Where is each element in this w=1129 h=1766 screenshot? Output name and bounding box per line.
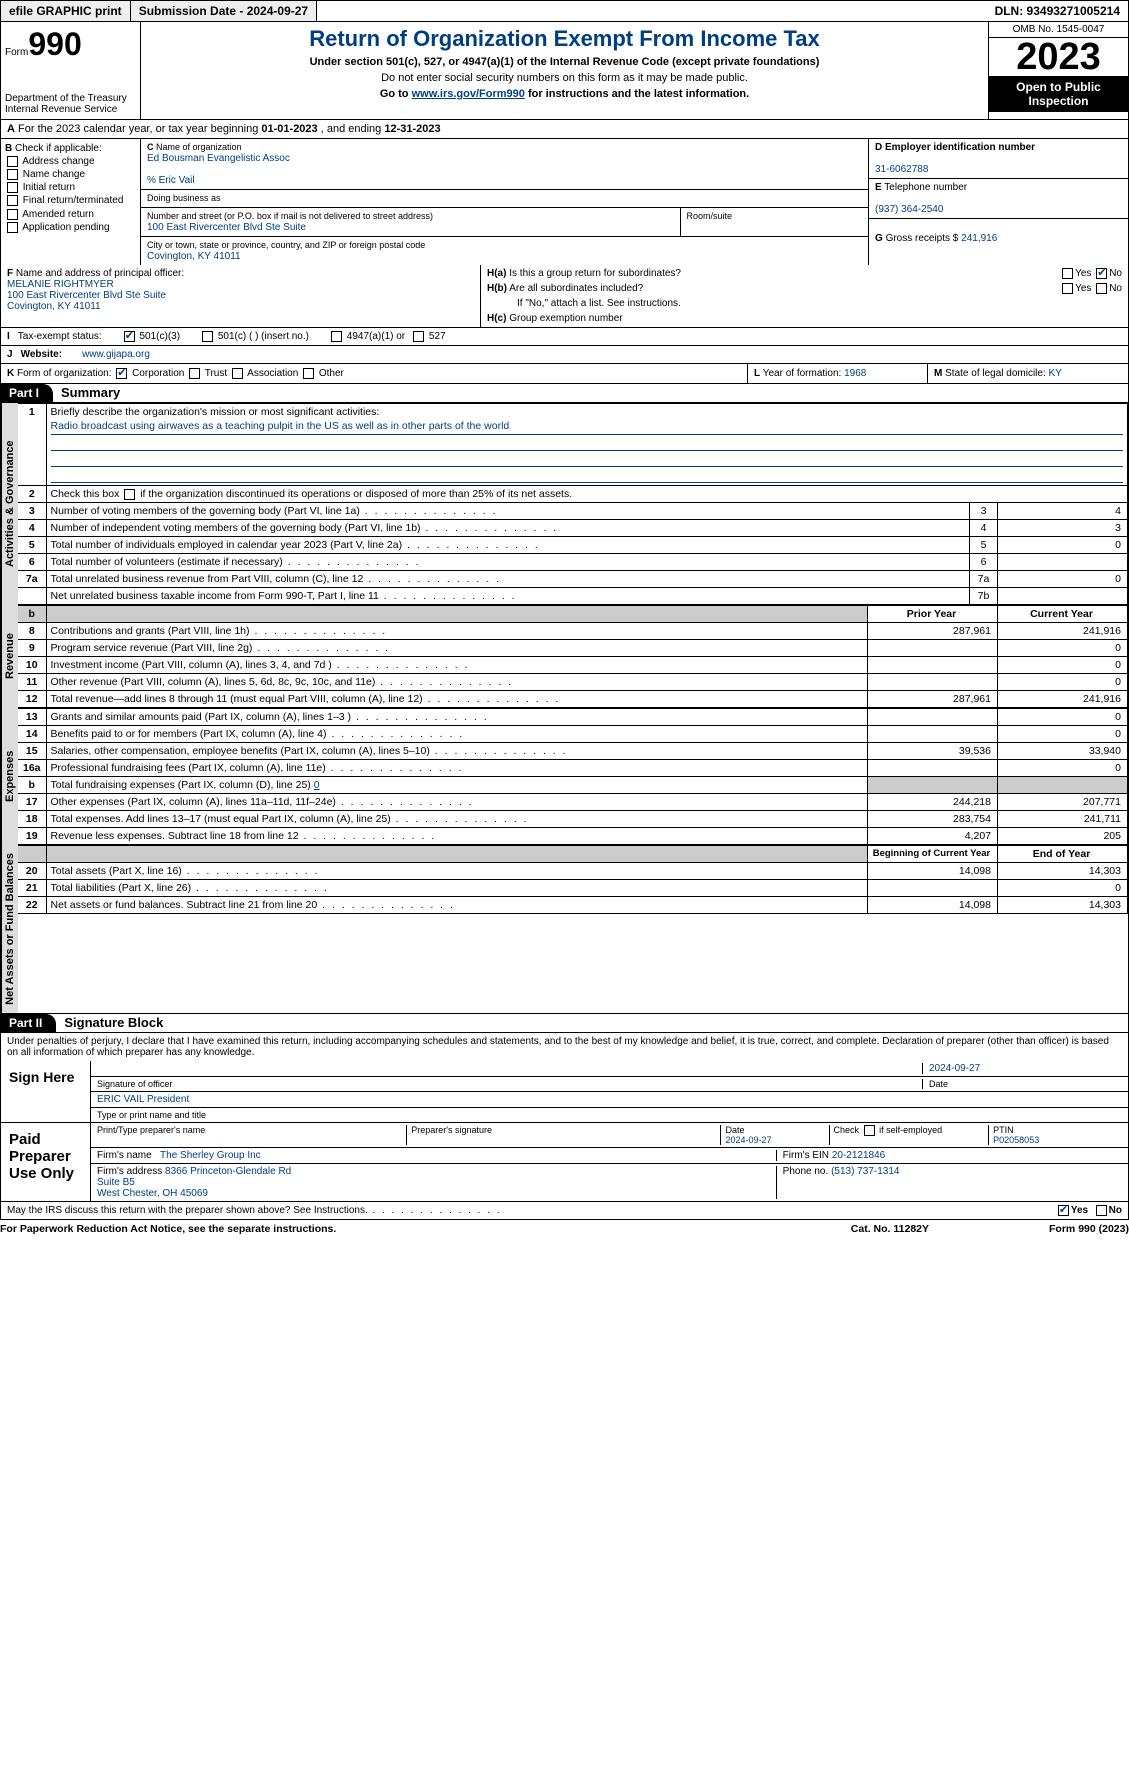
tab-expenses: Expenses (1, 708, 18, 845)
hb-no[interactable] (1096, 283, 1107, 294)
declaration: Under penalties of perjury, I declare th… (0, 1033, 1129, 1061)
chk-corp[interactable] (116, 368, 127, 379)
part-2-header: Part IISignature Block (0, 1014, 1129, 1033)
top-bar: efile GRAPHIC print Submission Date - 20… (0, 0, 1129, 22)
gross-receipts: G Gross receipts $ 241,916 (869, 219, 1128, 247)
hb-yes[interactable] (1062, 283, 1073, 294)
part-1-header: Part ISummary (0, 384, 1129, 403)
discuss-no[interactable] (1096, 1205, 1107, 1216)
tax-year: 2023 (989, 38, 1128, 76)
address-cell: Number and street (or P.O. box if mail i… (141, 208, 681, 237)
summary-table-exp: 13Grants and similar amounts paid (Part … (18, 708, 1128, 845)
chk-527[interactable] (413, 331, 424, 342)
form-title: Return of Organization Exempt From Incom… (145, 26, 984, 52)
ein-cell: D Employer identification number 31-6062… (869, 139, 1128, 179)
page-footer: For Paperwork Reduction Act Notice, see … (0, 1220, 1129, 1238)
efile-label: efile GRAPHIC print (1, 1, 131, 21)
city-cell: City or town, state or province, country… (141, 237, 868, 265)
section-bcde: B Check if applicable: Address change Na… (0, 139, 1129, 265)
discuss-yes[interactable] (1058, 1205, 1069, 1216)
row-a: A For the 2023 calendar year, or tax yea… (0, 120, 1129, 139)
subtitle-1: Under section 501(c), 527, or 4947(a)(1)… (310, 56, 820, 68)
website-link[interactable]: www.gijapa.org (82, 349, 150, 360)
summary-table-na: Beginning of Current Year End of Year 20… (18, 845, 1128, 914)
ha-no[interactable] (1096, 268, 1107, 279)
dba-cell: Doing business as (141, 190, 868, 208)
chk-amended[interactable]: Amended return (5, 209, 136, 220)
paid-preparer-label: Paid Preparer Use Only (1, 1123, 91, 1201)
ha-yes[interactable] (1062, 268, 1073, 279)
tab-netassets: Net Assets or Fund Balances (1, 845, 18, 1013)
discuss-row: May the IRS discuss this return with the… (1, 1202, 1128, 1219)
chk-address-change[interactable]: Address change (5, 156, 136, 167)
chk-501c3[interactable] (124, 331, 135, 342)
sign-here-label: Sign Here (1, 1061, 91, 1122)
chk-trust[interactable] (189, 368, 200, 379)
chk-assoc[interactable] (232, 368, 243, 379)
dln: DLN: 93493271005214 (987, 1, 1128, 21)
tab-revenue: Revenue (1, 605, 18, 708)
row-i: I Tax-exempt status: 501(c)(3) 501(c) ( … (0, 328, 1129, 346)
dept-label: Department of the Treasury Internal Reve… (5, 93, 136, 115)
irs-link[interactable]: www.irs.gov/Form990 (412, 88, 525, 100)
row-j: J Website: www.gijapa.org (0, 346, 1129, 364)
chk-other[interactable] (303, 368, 314, 379)
section-fh: F Name and address of principal officer:… (0, 265, 1129, 328)
chk-501c[interactable] (202, 331, 213, 342)
chk-name-change[interactable]: Name change (5, 169, 136, 180)
row-k: K Form of organization: Corporation Trus… (0, 364, 1129, 384)
summary-table-rev: b Prior Year Current Year 8Contributions… (18, 605, 1128, 708)
tab-activities: Activities & Governance (1, 403, 18, 605)
chk-4947[interactable] (331, 331, 342, 342)
chk-final-return[interactable]: Final return/terminated (5, 195, 136, 206)
signature-block: Sign Here 2024-09-27 Signature of office… (0, 1061, 1129, 1220)
room-cell: Room/suite (681, 208, 869, 237)
summary-table-ag: 1 Briefly describe the organization's mi… (18, 403, 1128, 605)
org-name-cell: C Name of organization Ed Bousman Evange… (141, 139, 868, 190)
chk-initial-return[interactable]: Initial return (5, 182, 136, 193)
tel-cell: E Telephone number (937) 364-2540 (869, 179, 1128, 219)
col-b: B Check if applicable: Address change Na… (1, 139, 141, 265)
chk-pending[interactable]: Application pending (5, 222, 136, 233)
submission-date: Submission Date - 2024-09-27 (131, 1, 317, 21)
form-number: Form990 (5, 26, 136, 63)
form-header: Form990 Department of the Treasury Inter… (0, 22, 1129, 120)
public-inspection: Open to Public Inspection (989, 76, 1128, 112)
part1-body: Activities & Governance 1 Briefly descri… (0, 403, 1129, 605)
subtitle-2: Do not enter social security numbers on … (145, 72, 984, 84)
